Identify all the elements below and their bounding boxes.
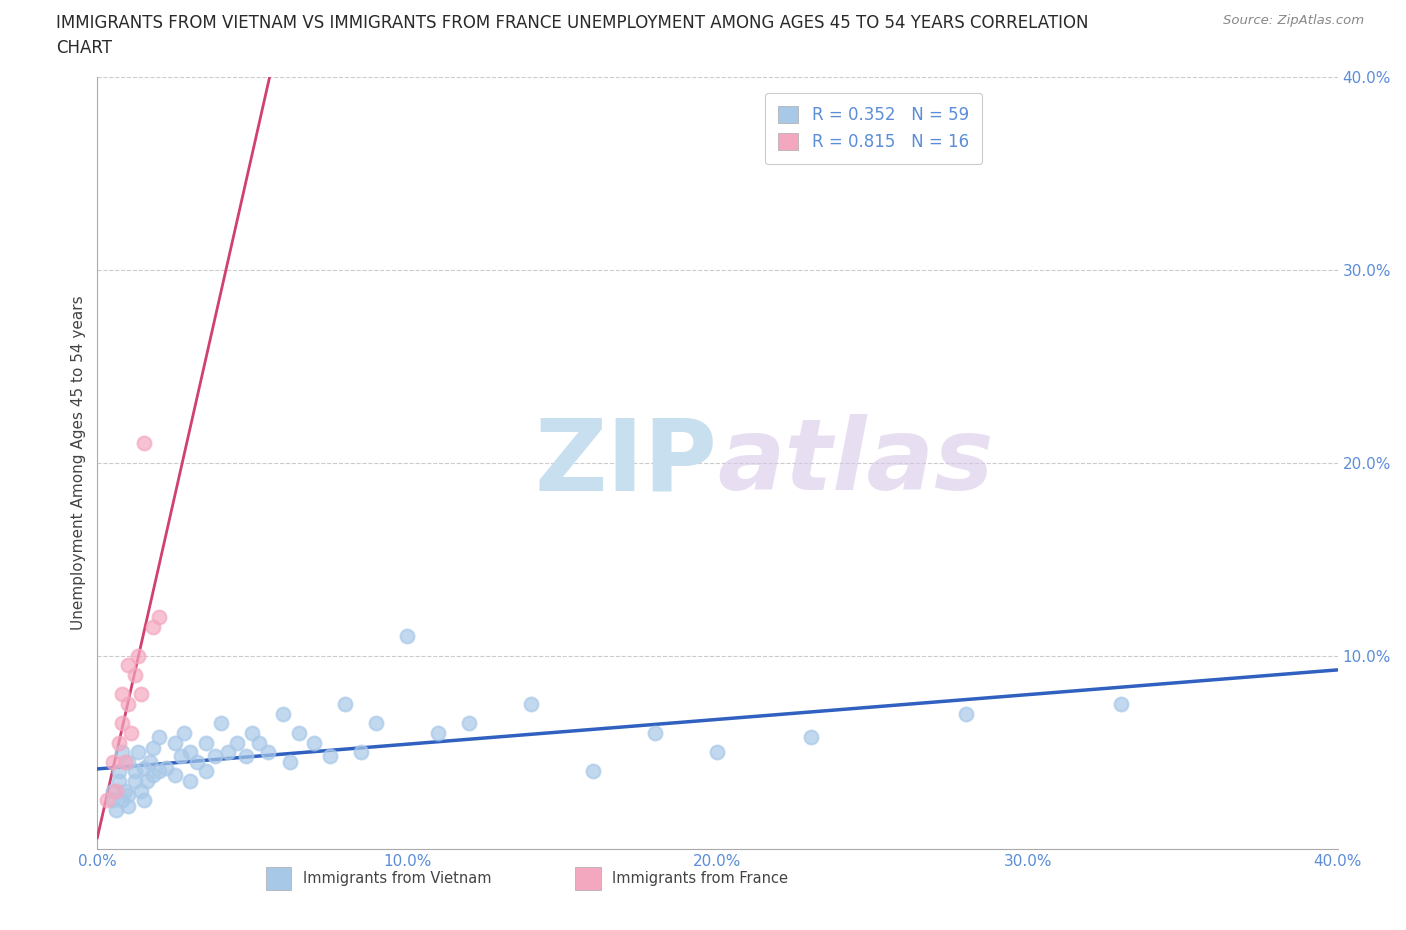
Point xyxy=(304,735,326,750)
Point xyxy=(173,725,195,740)
Point xyxy=(117,754,139,769)
Point xyxy=(520,697,543,711)
Point xyxy=(117,697,139,711)
Point xyxy=(396,629,419,644)
Point xyxy=(148,610,170,625)
Point xyxy=(108,764,131,779)
Text: IMMIGRANTS FROM VIETNAM VS IMMIGRANTS FROM FRANCE UNEMPLOYMENT AMONG AGES 45 TO : IMMIGRANTS FROM VIETNAM VS IMMIGRANTS FR… xyxy=(56,14,1088,32)
Point xyxy=(132,436,155,451)
Point xyxy=(155,760,177,775)
Point xyxy=(142,741,165,756)
Point xyxy=(139,754,162,769)
Point xyxy=(120,725,142,740)
Point xyxy=(111,793,134,808)
Point xyxy=(644,725,666,740)
Point xyxy=(288,725,311,740)
Point xyxy=(104,803,127,817)
Point xyxy=(209,716,232,731)
Point xyxy=(186,754,208,769)
Point xyxy=(101,783,124,798)
Point xyxy=(148,729,170,744)
Point xyxy=(799,729,821,744)
Text: Source: ZipAtlas.com: Source: ZipAtlas.com xyxy=(1223,14,1364,27)
Point xyxy=(101,793,124,808)
Point xyxy=(111,687,134,702)
Point xyxy=(117,658,139,672)
Point xyxy=(129,783,152,798)
Point xyxy=(179,745,201,760)
Point xyxy=(108,774,131,789)
Point xyxy=(124,668,146,683)
Point xyxy=(114,783,136,798)
Text: Immigrants from France: Immigrants from France xyxy=(612,871,787,886)
Point xyxy=(225,735,247,750)
Point xyxy=(235,749,257,764)
Point xyxy=(170,749,193,764)
Point xyxy=(148,764,170,779)
Point xyxy=(278,754,301,769)
Point xyxy=(247,735,270,750)
Point xyxy=(142,619,165,634)
Point xyxy=(142,768,165,783)
Point xyxy=(179,774,201,789)
Point xyxy=(127,745,149,760)
Point xyxy=(117,799,139,814)
Point xyxy=(335,697,357,711)
Point xyxy=(127,648,149,663)
Point xyxy=(458,716,481,731)
Legend: R = 0.352   N = 59, R = 0.815   N = 16: R = 0.352 N = 59, R = 0.815 N = 16 xyxy=(765,93,981,165)
Point xyxy=(1109,697,1132,711)
Point xyxy=(319,749,342,764)
Point xyxy=(217,745,239,760)
Point xyxy=(124,774,146,789)
Point xyxy=(194,764,217,779)
Point xyxy=(96,793,118,808)
Point xyxy=(582,764,605,779)
Text: ZIP: ZIP xyxy=(534,414,717,512)
Point xyxy=(101,754,124,769)
Point xyxy=(132,760,155,775)
Point xyxy=(273,706,295,721)
Point xyxy=(242,725,264,740)
Point xyxy=(108,735,131,750)
Point xyxy=(350,745,373,760)
Point xyxy=(427,725,450,740)
Point xyxy=(129,687,152,702)
Point xyxy=(124,764,146,779)
Point xyxy=(366,716,388,731)
Point xyxy=(136,774,159,789)
Point xyxy=(117,787,139,802)
Point xyxy=(114,754,136,769)
Point xyxy=(163,735,186,750)
Point xyxy=(104,783,127,798)
Point xyxy=(955,706,977,721)
Point xyxy=(132,793,155,808)
Y-axis label: Unemployment Among Ages 45 to 54 years: Unemployment Among Ages 45 to 54 years xyxy=(72,296,86,630)
Text: atlas: atlas xyxy=(717,414,994,512)
Point xyxy=(163,768,186,783)
Point xyxy=(111,716,134,731)
Point xyxy=(194,735,217,750)
Point xyxy=(706,745,728,760)
Text: CHART: CHART xyxy=(56,39,112,57)
Point xyxy=(204,749,226,764)
Text: Immigrants from Vietnam: Immigrants from Vietnam xyxy=(302,871,491,886)
Point xyxy=(111,745,134,760)
Point xyxy=(257,745,280,760)
